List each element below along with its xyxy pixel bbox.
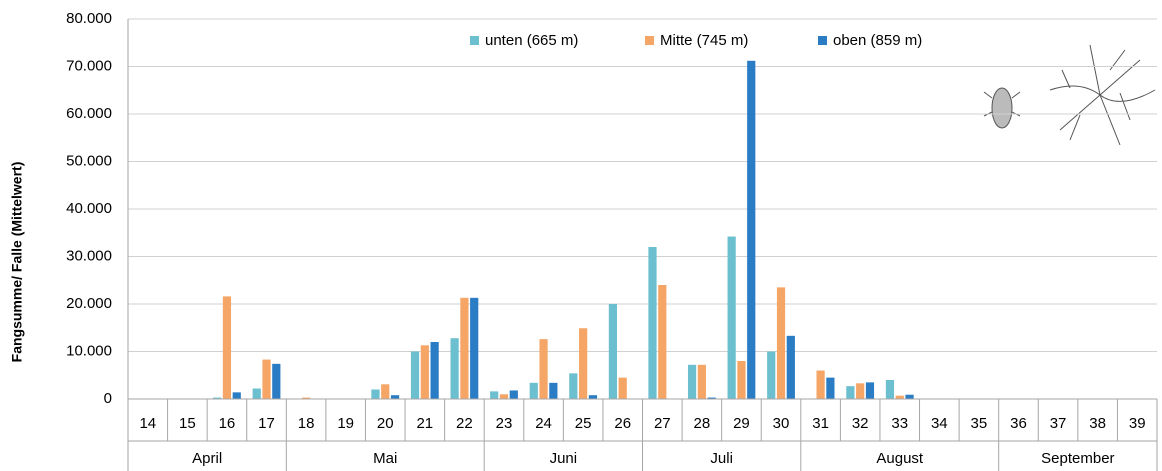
bar xyxy=(886,380,894,399)
bar xyxy=(262,360,270,399)
bar xyxy=(777,287,785,399)
x-tick-label: 27 xyxy=(654,415,671,432)
bar xyxy=(787,336,795,399)
x-tick-label: 34 xyxy=(931,415,948,432)
bar xyxy=(253,389,261,399)
y-tick-label: 70.000 xyxy=(66,57,112,74)
bar xyxy=(500,394,508,399)
y-tick-label: 30.000 xyxy=(66,247,112,264)
bar xyxy=(233,392,241,399)
bar xyxy=(490,391,498,399)
group-label: Juli xyxy=(710,450,733,467)
x-tick-label: 26 xyxy=(614,415,631,432)
x-tick-label: 25 xyxy=(575,415,592,432)
bar xyxy=(619,378,627,399)
x-tick-label: 18 xyxy=(298,415,315,432)
legend-label: oben (859 m) xyxy=(833,32,922,49)
bar xyxy=(272,364,280,399)
x-tick-label: 32 xyxy=(852,415,869,432)
x-tick-label: 36 xyxy=(1010,415,1027,432)
bar xyxy=(658,285,666,399)
x-tick-label: 16 xyxy=(219,415,236,432)
bar xyxy=(539,339,547,399)
group-label: Juni xyxy=(550,450,578,467)
group-label: April xyxy=(192,450,222,467)
bar xyxy=(856,383,864,399)
bar xyxy=(569,373,577,399)
x-tick-label: 23 xyxy=(496,415,513,432)
bar xyxy=(905,395,913,399)
y-tick-label: 0 xyxy=(104,390,112,407)
x-tick-label: 38 xyxy=(1089,415,1106,432)
x-tick-label: 30 xyxy=(773,415,790,432)
bar xyxy=(728,237,736,399)
x-tick-label: 15 xyxy=(179,415,196,432)
bar xyxy=(866,382,874,399)
bar xyxy=(846,386,854,399)
bar xyxy=(451,338,459,399)
x-tick-label: 35 xyxy=(971,415,988,432)
bar xyxy=(371,390,379,400)
legend-swatch xyxy=(818,36,827,45)
bar xyxy=(391,395,399,399)
legend-swatch xyxy=(470,36,479,45)
beetle-illustration xyxy=(984,45,1155,145)
bar xyxy=(648,247,656,399)
bar xyxy=(510,390,518,399)
x-tick-label: 24 xyxy=(535,415,552,432)
x-tick-label: 17 xyxy=(258,415,275,432)
bar xyxy=(816,371,824,400)
group-label: Mai xyxy=(373,450,397,467)
x-tick-label: 21 xyxy=(416,415,433,432)
y-tick-label: 10.000 xyxy=(66,342,112,359)
y-tick-label: 20.000 xyxy=(66,295,112,312)
x-tick-label: 33 xyxy=(891,415,908,432)
x-tick-label: 14 xyxy=(139,415,156,432)
bar xyxy=(688,365,696,399)
group-label: August xyxy=(876,450,924,467)
y-tick-label: 60.000 xyxy=(66,105,112,122)
bar xyxy=(609,304,617,399)
legend-label: Mitte (745 m) xyxy=(660,32,748,49)
legend-swatch xyxy=(645,36,654,45)
bar xyxy=(530,383,538,399)
bar xyxy=(737,361,745,399)
x-tick-label: 19 xyxy=(337,415,354,432)
x-tick-label: 22 xyxy=(456,415,473,432)
bar xyxy=(579,328,587,399)
bar xyxy=(698,365,706,399)
bar xyxy=(549,383,557,399)
x-tick-label: 39 xyxy=(1129,415,1146,432)
bar xyxy=(223,296,231,399)
bar xyxy=(411,352,419,400)
bar xyxy=(470,298,478,399)
bar xyxy=(826,378,834,399)
bar xyxy=(431,342,439,399)
group-label: September xyxy=(1041,450,1114,467)
x-tick-label: 28 xyxy=(694,415,711,432)
bar xyxy=(767,352,775,400)
bar xyxy=(460,298,468,399)
y-tick-label: 80.000 xyxy=(66,10,112,27)
bar xyxy=(747,61,755,399)
bar xyxy=(589,395,597,399)
x-tick-label: 29 xyxy=(733,415,750,432)
y-axis-title: Fangsumme/ Falle (Mittelwert) xyxy=(9,162,25,363)
x-tick-label: 31 xyxy=(812,415,829,432)
chart: Fangsumme/ Falle (Mittelwert) 0 10.000 20.… xyxy=(0,0,1162,471)
bar xyxy=(381,384,389,399)
y-tick-label: 50.000 xyxy=(66,152,112,169)
x-tick-label: 37 xyxy=(1050,415,1067,432)
y-tick-label: 40.000 xyxy=(66,200,112,217)
x-tick-label: 20 xyxy=(377,415,394,432)
legend-label: unten (665 m) xyxy=(485,32,578,49)
bar xyxy=(421,345,429,399)
